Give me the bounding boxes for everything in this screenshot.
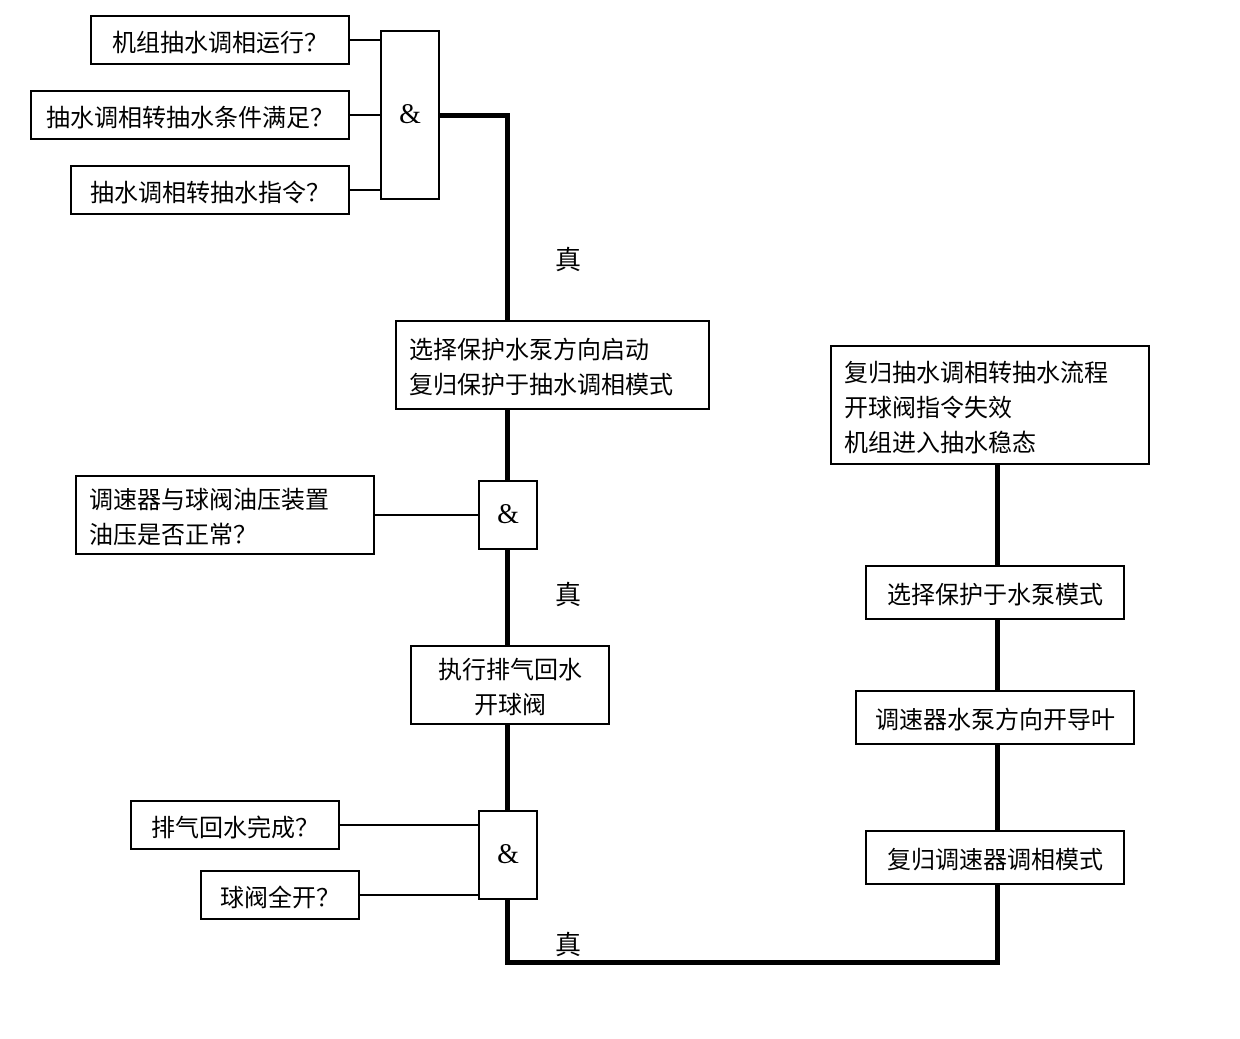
step-line: 开球阀 (474, 685, 546, 720)
right-box-3: 调速器水泵方向开导叶 (855, 690, 1135, 745)
condition-box-3: 抽水调相转抽水指令？ (70, 165, 350, 215)
connector-thick (995, 745, 1000, 830)
condition-text: 抽水调相转抽水条件满足？ (46, 98, 334, 133)
connector (350, 189, 380, 191)
connector-thick (505, 113, 510, 320)
condition-line: 油压是否正常？ (89, 515, 257, 550)
right-line: 复归抽水调相转抽水流程 (844, 353, 1108, 388)
true-text: 真 (555, 581, 581, 610)
condition-text: 机组抽水调相运行？ (112, 23, 328, 58)
step-box-1: 选择保护水泵方向启动 复归保护于抽水调相模式 (395, 320, 710, 410)
true-label-3: 真 (555, 925, 581, 962)
step-line: 选择保护水泵方向启动 (409, 330, 649, 365)
true-text: 真 (555, 931, 581, 960)
right-line: 开球阀指令失效 (844, 388, 1012, 423)
gate-symbol: & (399, 99, 421, 131)
right-box-2: 选择保护于水泵模式 (865, 565, 1125, 620)
step-line: 执行排气回水 (438, 650, 582, 685)
condition-text: 抽水调相转抽水指令？ (90, 173, 330, 208)
step-line: 复归保护于抽水调相模式 (409, 365, 673, 400)
and-gate-2: & (478, 480, 538, 550)
connector-thick (505, 960, 1000, 965)
connector-thick (440, 113, 510, 118)
right-text: 选择保护于水泵模式 (887, 575, 1103, 610)
true-text: 真 (555, 246, 581, 275)
and-gate-3: & (478, 810, 538, 900)
connector-thick (505, 900, 510, 965)
true-label-1: 真 (555, 240, 581, 277)
connector-thick (505, 410, 510, 480)
connector (350, 114, 380, 116)
true-label-2: 真 (555, 575, 581, 612)
condition-box-2: 抽水调相转抽水条件满足？ (30, 90, 350, 140)
condition-box-6: 球阀全开？ (200, 870, 360, 920)
connector (360, 894, 478, 896)
connector (350, 39, 380, 41)
right-box-1: 复归抽水调相转抽水流程 开球阀指令失效 机组进入抽水稳态 (830, 345, 1150, 465)
condition-box-1: 机组抽水调相运行？ (90, 15, 350, 65)
connector (340, 824, 478, 826)
condition-box-4: 调速器与球阀油压装置 油压是否正常？ (75, 475, 375, 555)
connector-thick (995, 620, 1000, 690)
right-line: 机组进入抽水稳态 (844, 423, 1036, 458)
right-text: 调速器水泵方向开导叶 (875, 700, 1115, 735)
gate-symbol: & (497, 839, 519, 871)
condition-box-5: 排气回水完成？ (130, 800, 340, 850)
step-box-2: 执行排气回水 开球阀 (410, 645, 610, 725)
gate-symbol: & (497, 499, 519, 531)
condition-text: 排气回水完成？ (151, 808, 319, 843)
connector-thick (505, 725, 510, 810)
connector (375, 514, 478, 516)
and-gate-1: & (380, 30, 440, 200)
connector-thick (995, 465, 1000, 565)
right-box-4: 复归调速器调相模式 (865, 830, 1125, 885)
condition-text: 球阀全开？ (220, 878, 340, 913)
right-text: 复归调速器调相模式 (887, 840, 1103, 875)
connector-thick (505, 550, 510, 645)
connector-thick (995, 885, 1000, 965)
condition-line: 调速器与球阀油压装置 (89, 480, 329, 515)
